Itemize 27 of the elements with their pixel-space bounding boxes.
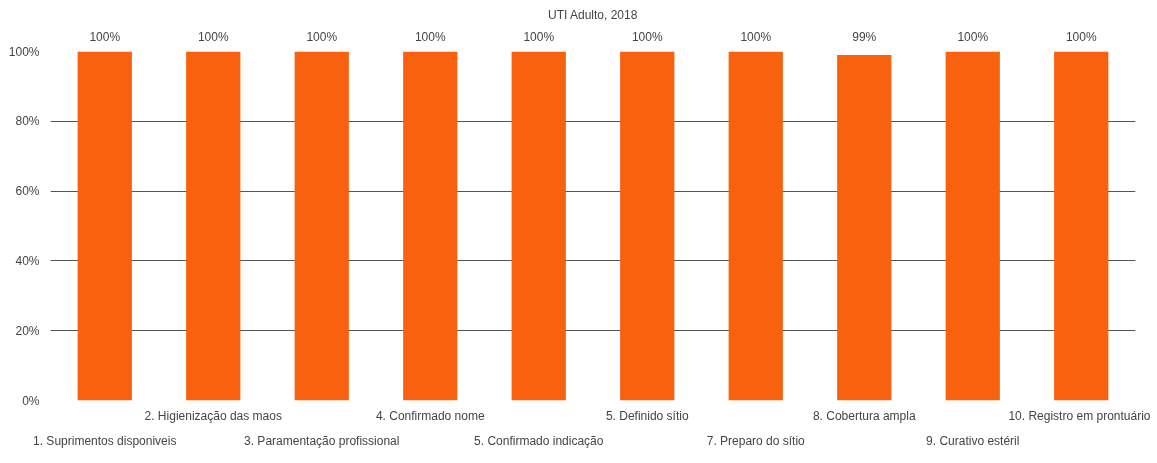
data-label: 100% <box>197 29 229 44</box>
x-tick-label: 1. Suprimentos disponiveis <box>33 433 177 448</box>
x-tick-label: 7. Preparo do sítio <box>706 433 806 448</box>
y-tick-label: 0% <box>22 393 40 408</box>
data-label: 100% <box>414 29 446 44</box>
data-label: 100% <box>957 29 989 44</box>
y-tick-label: 100% <box>8 44 40 59</box>
x-tick-label: 10. Registro em prontuário <box>1008 408 1151 423</box>
data-label: 100% <box>89 29 121 44</box>
y-tick-label: 20% <box>15 323 40 338</box>
y-tick-label: 80% <box>15 114 40 129</box>
x-tick-label: 4. Confirmado nome <box>375 408 485 423</box>
x-tick-label: 5. Definido sítio <box>605 408 689 423</box>
y-tick-label: 60% <box>15 184 40 199</box>
data-label: 99% <box>852 29 877 44</box>
x-tick-label: 8. Cobertura ampla <box>812 408 916 423</box>
x-tick-label: 5. Confirmado indicação <box>474 433 604 448</box>
data-label: 100% <box>523 29 555 44</box>
data-label: 100% <box>631 29 663 44</box>
x-tick-label: 3. Paramentação profissional <box>244 433 400 448</box>
data-label: 100% <box>306 29 338 44</box>
y-tick-label: 40% <box>15 253 40 268</box>
x-tick-label: 2. Higienização das maos <box>144 408 282 423</box>
data-label: 100% <box>740 29 772 44</box>
x-tick-label: 9. Curativo estéril <box>926 433 1020 448</box>
data-label: 100% <box>1065 29 1097 44</box>
chart-title: UTI Adulto, 2018 <box>547 7 638 22</box>
